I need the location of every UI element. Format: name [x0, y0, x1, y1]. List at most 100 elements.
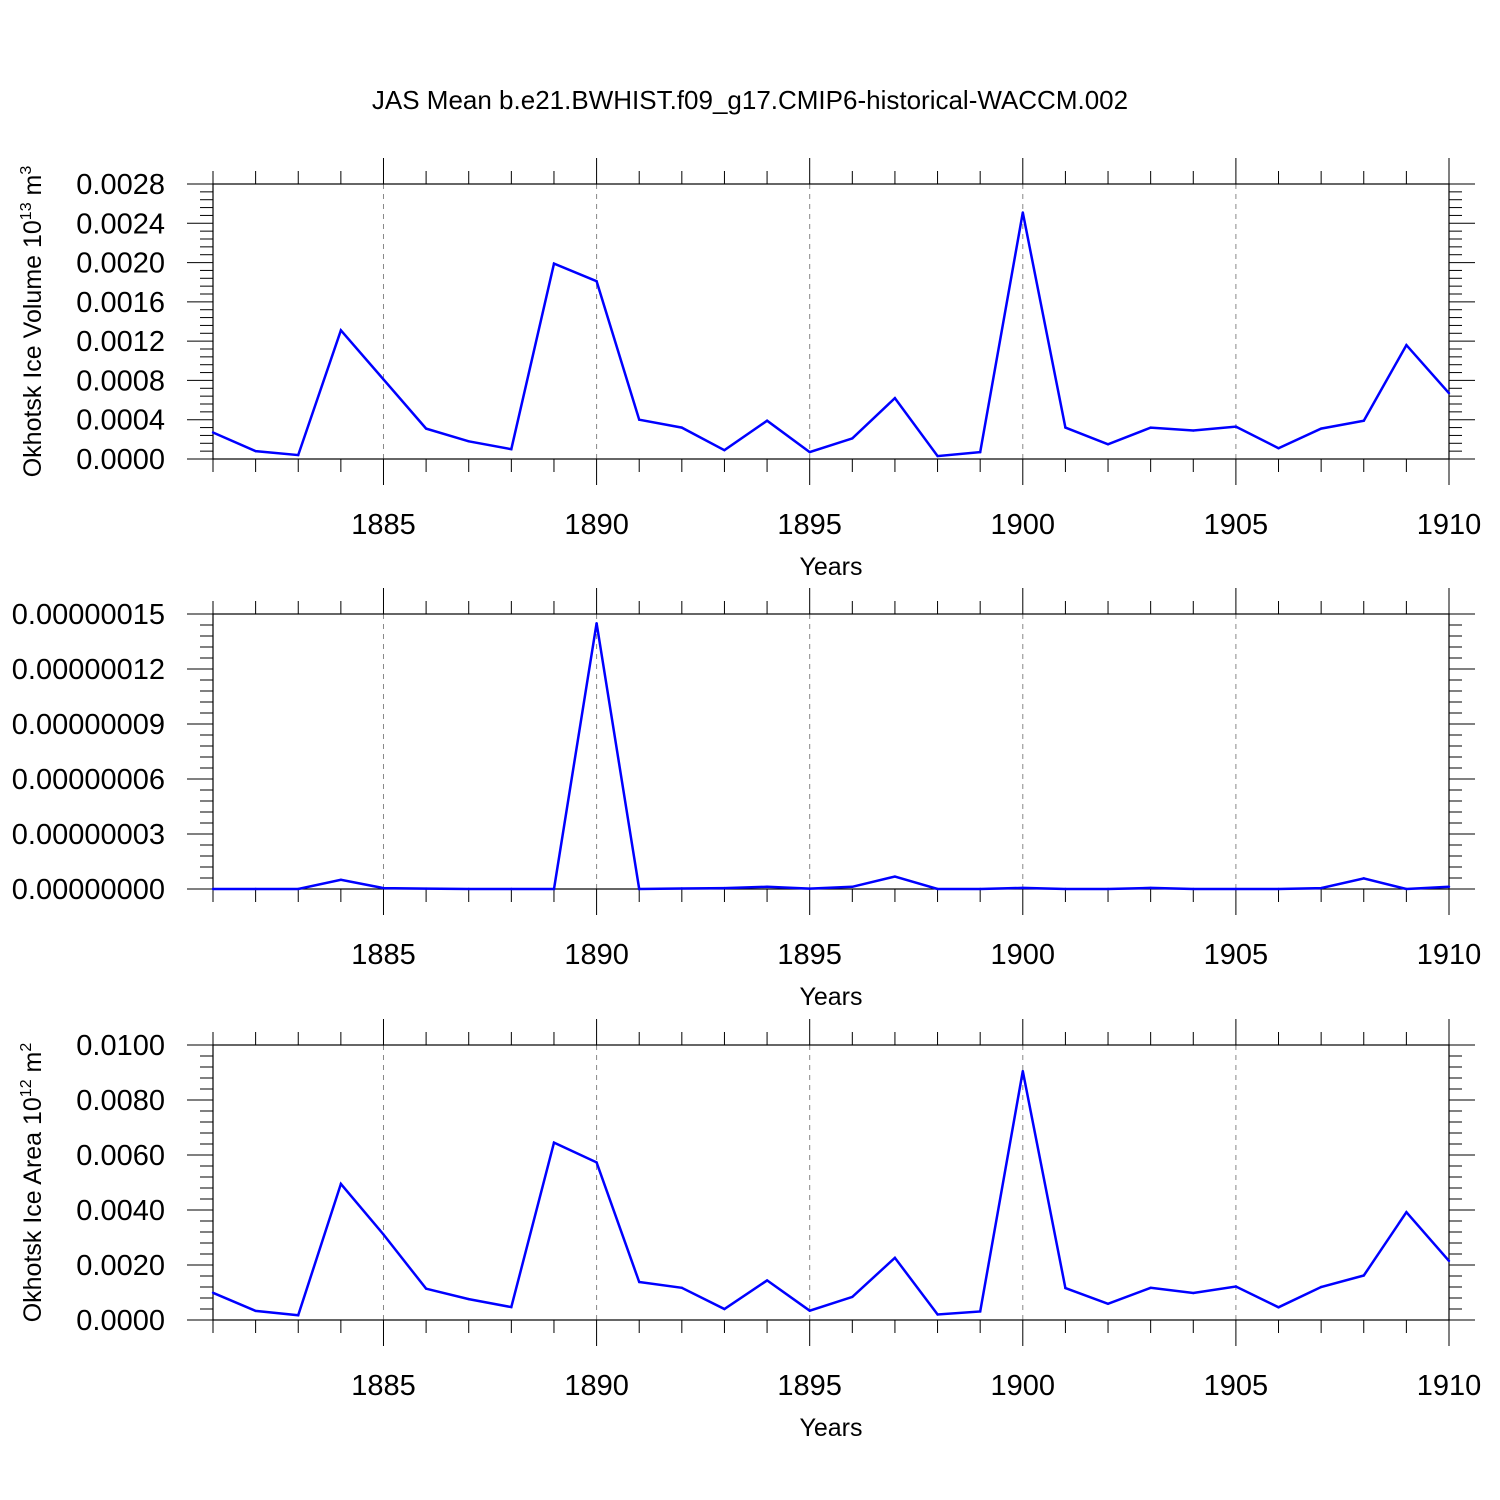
data-point: [638, 1280, 641, 1284]
y-tick-label: 0.0020: [76, 1250, 165, 1282]
data-point: [680, 426, 684, 429]
data-point: [510, 447, 513, 451]
data-point: [552, 262, 556, 265]
data-point: [936, 887, 939, 891]
data-point: [1319, 886, 1323, 890]
y-tick-label: 0.0020: [76, 248, 165, 280]
data-point: [978, 1310, 982, 1313]
y-axis-label-text: Okhotsk Ice Area 10: [19, 1097, 47, 1322]
panel-3: 1885 1890 1895 1900 1905 1910 Years 0.0000 0.002…: [18, 1019, 1481, 1442]
data-point: [211, 887, 215, 891]
x-tick-label: 1895: [777, 509, 842, 541]
x-tick-label: 1900: [991, 939, 1056, 971]
data-point: [297, 453, 300, 457]
y-axis-label: Okhotsk Ice Area 1012 m2: [18, 1043, 47, 1323]
data-point: [339, 878, 343, 882]
plot-frame: [212, 183, 1450, 460]
data-point: [1106, 1302, 1110, 1305]
x-tick-label: 1905: [1204, 509, 1269, 541]
data-point: [893, 1256, 897, 1260]
y-axis-label-unit-exponent: 2: [18, 1043, 35, 1052]
data-point: [723, 1307, 726, 1311]
data-point: [936, 1313, 939, 1316]
data-point: [1149, 426, 1152, 429]
data-point: [595, 1161, 598, 1164]
data-point: [510, 887, 513, 891]
data-point: [851, 885, 854, 888]
data-point: [893, 396, 897, 400]
data-point: [680, 1286, 684, 1290]
data-point: [1021, 1069, 1024, 1073]
figure-title: JAS Mean b.e21.BWHIST.f09_g17.CMIP6-hist…: [372, 85, 1128, 115]
y-tick-label: 0.0008: [76, 365, 165, 397]
data-point: [467, 440, 470, 443]
x-tick-label: 1910: [1417, 939, 1482, 971]
plot-frame: [212, 613, 1450, 890]
y-tick-label: 0.0004: [76, 405, 165, 437]
data-point: [297, 887, 300, 891]
data-point: [254, 449, 257, 453]
data-point: [638, 418, 641, 421]
data-point: [808, 450, 811, 454]
data-point: [510, 1305, 513, 1309]
data-point: [1064, 426, 1067, 429]
x-tick-label: 1885: [351, 1370, 416, 1402]
series-line: [212, 1070, 1450, 1317]
data-point: [808, 1309, 811, 1312]
y-axis-label-unit: m: [19, 175, 47, 203]
data-point: [467, 1297, 470, 1301]
data-point: [1192, 887, 1195, 891]
data-point: [1362, 1274, 1365, 1277]
x-tick-label: 1910: [1417, 1370, 1482, 1402]
data-point: [1447, 885, 1451, 888]
data-point: [851, 437, 854, 440]
data-point: [1277, 446, 1280, 450]
data-point: [1234, 887, 1238, 891]
y-tick-label: 0.00000015: [12, 599, 165, 631]
data-point: [765, 419, 769, 422]
y-tick-label: 0.0040: [76, 1195, 165, 1227]
y-axis-label-text: Okhotsk Ice Volume 10: [19, 220, 47, 477]
x-tick-label: 1890: [564, 1370, 629, 1402]
x-tick-label: 1885: [351, 939, 416, 971]
data-point: [254, 1309, 257, 1313]
series-line: [213, 623, 1450, 891]
data-point: [1405, 887, 1408, 891]
y-tick-label: 0.0016: [76, 287, 165, 319]
data-point: [552, 1141, 556, 1144]
y-tick-label: 0.00000009: [12, 709, 165, 741]
y-tick-label: 0.00000000: [12, 874, 165, 906]
data-point: [424, 427, 428, 430]
data-point: [1362, 877, 1365, 880]
data-point: [808, 887, 811, 890]
y-tick-label: 0.0080: [76, 1085, 165, 1117]
panel-1: 1885 1890 1895 1900 1905 1910 Years 0.0000 0.000…: [18, 158, 1481, 581]
y-axis-label-exponent: 13: [18, 202, 35, 220]
data-point: [211, 1291, 215, 1294]
y-tick-label: 0.0000: [76, 444, 165, 476]
data-point: [424, 1287, 428, 1290]
y-axis-label-exponent: 12: [18, 1079, 35, 1097]
series-line: [212, 212, 1450, 458]
data-point: [851, 1295, 854, 1299]
data-point: [1192, 1291, 1195, 1295]
panel-2: 1885 1890 1895 1900 1905 1910 Years 0.00000000 0…: [12, 588, 1481, 1011]
x-tick-label: 1890: [564, 509, 629, 541]
x-tick-label: 1895: [777, 1370, 842, 1402]
data-point: [339, 329, 343, 332]
data-point: [552, 887, 556, 891]
data-point: [211, 431, 215, 434]
x-tick-label: 1900: [991, 1370, 1056, 1402]
y-axis-label: Okhotsk Ice Volume 1013 m3: [18, 166, 47, 478]
data-point: [638, 887, 641, 891]
data-point: [254, 887, 257, 891]
data-point: [1021, 886, 1024, 890]
x-tick-label: 1885: [351, 509, 416, 541]
panels: 1885 1890 1895 1900 1905 1910 Years 0.0000 0.000…: [12, 158, 1481, 1442]
data-point: [680, 887, 684, 890]
data-point: [1277, 1306, 1280, 1309]
data-point: [1149, 1286, 1152, 1290]
data-point: [339, 1182, 343, 1186]
data-point: [1192, 429, 1195, 432]
data-point: [1234, 1285, 1238, 1288]
